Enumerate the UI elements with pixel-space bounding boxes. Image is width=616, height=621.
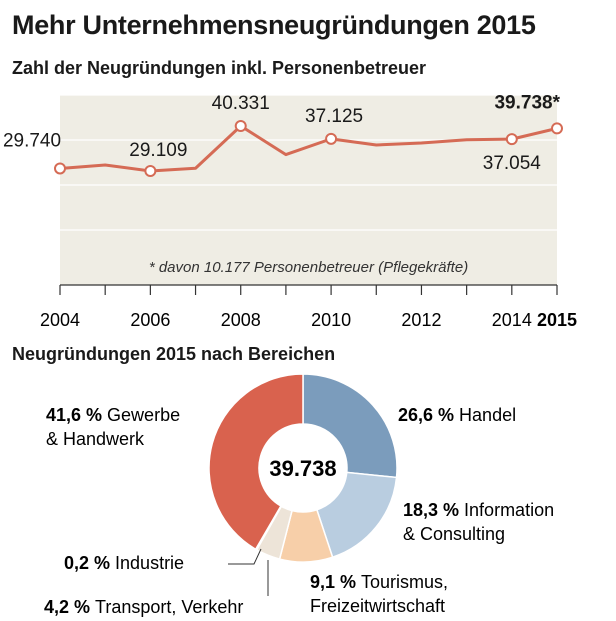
- x-tick-label: 2015: [537, 310, 577, 330]
- data-label: 37.125: [305, 106, 363, 127]
- slice-pct: 18,3 %: [403, 500, 464, 520]
- slice-name: Information: [464, 500, 554, 520]
- slice-label: 18,3 % Information & Consulting: [403, 500, 554, 544]
- slice-label: 0,2 % Industrie: [64, 553, 184, 573]
- donut-center-total: 39.738: [269, 456, 336, 481]
- x-tick-label: 2004: [40, 310, 80, 330]
- donut-chart-title: Neugründungen 2015 nach Bereichen: [12, 344, 336, 364]
- slice-label: 9,1 % Tourismus, Freizeitwirtschaft: [310, 572, 448, 616]
- donut-slice: [302, 373, 398, 479]
- data-point: [144, 165, 157, 177]
- slice-name: Gewerbe: [107, 405, 180, 425]
- slice-pct: 41,6 %: [46, 405, 107, 425]
- data-label: 37.054: [483, 153, 542, 174]
- x-tick-label: 2008: [221, 310, 261, 330]
- footnote: * davon 10.177 Personenbetreuer (Pflegek…: [149, 259, 468, 276]
- slice-label: 4,2 % Transport, Verkehr: [44, 597, 243, 617]
- data-point: [234, 120, 247, 132]
- data-label: 29.109: [129, 140, 187, 161]
- slice-pct: 0,2 %: [64, 553, 115, 573]
- plot-area: [60, 95, 557, 285]
- x-tick-label: 2012: [401, 310, 441, 330]
- data-label: 39.738*: [494, 92, 560, 113]
- data-label: 29.740: [3, 130, 61, 151]
- donut-slice: [208, 373, 304, 551]
- slice-pct: 26,6 %: [398, 405, 459, 425]
- slice-label: 41,6 % Gewerbe & Handwerk: [46, 405, 180, 449]
- data-point: [505, 133, 518, 146]
- slice-name: Industrie: [115, 553, 184, 573]
- slice-name: & Consulting: [403, 524, 505, 544]
- x-tick-label: 2010: [311, 310, 351, 330]
- x-tick-label: 2014: [492, 310, 532, 330]
- data-point: [551, 122, 563, 135]
- slice-label: 26,6 % Handel: [398, 405, 516, 425]
- series-line: [59, 124, 558, 173]
- slice-name: Transport, Verkehr: [95, 597, 243, 617]
- slice-name: & Handwerk: [46, 429, 145, 449]
- page-title: Mehr Unternehmensneugründungen 2015: [12, 10, 536, 40]
- slice-name: Handel: [459, 405, 516, 425]
- data-point: [325, 132, 338, 145]
- x-tick-label: 2006: [130, 310, 170, 330]
- slice-pct: 9,1 %: [310, 572, 361, 592]
- slice-name: Freizeitwirtschaft: [310, 596, 445, 616]
- line-chart-subtitle: Zahl der Neugründungen inkl. Personenbet…: [12, 58, 427, 78]
- data-point: [54, 162, 66, 175]
- leader-line: [228, 548, 262, 565]
- slice-pct: 4,2 %: [44, 597, 95, 617]
- slice-name: Tourismus,: [361, 572, 448, 592]
- data-label: 40.331: [212, 93, 270, 114]
